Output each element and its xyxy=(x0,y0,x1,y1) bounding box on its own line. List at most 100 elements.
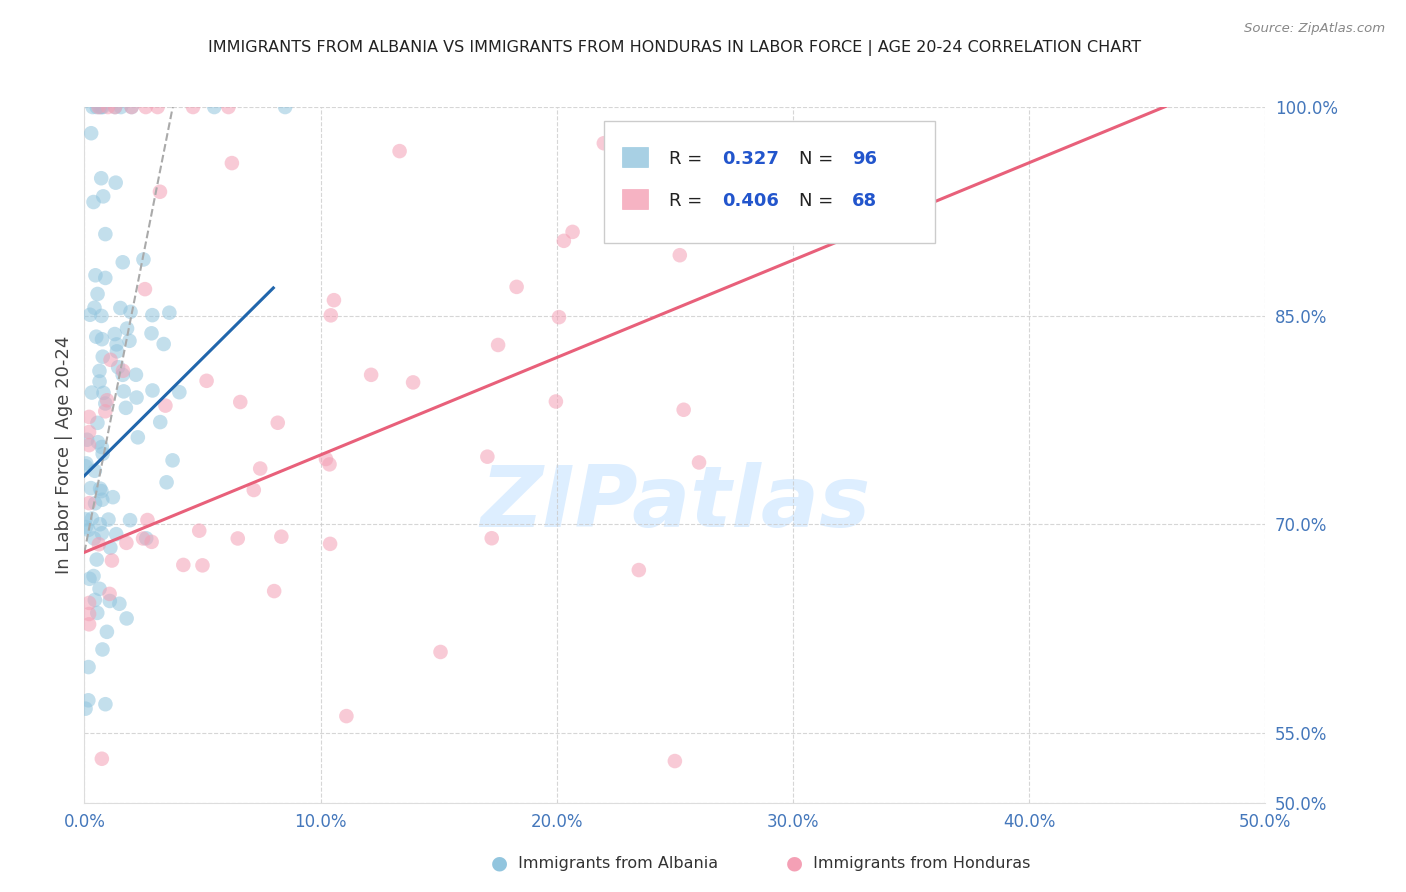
Text: Immigrants from Honduras: Immigrants from Honduras xyxy=(808,856,1031,871)
Immigrants from Albania xyxy=(115,611,138,625)
Immigrants from Honduras xyxy=(135,100,157,114)
Immigrants from Albania xyxy=(110,100,132,114)
Immigrants from Honduras xyxy=(96,393,118,408)
Immigrants from Albania xyxy=(107,360,129,375)
Immigrants from Albania xyxy=(80,385,103,400)
Text: Source: ZipAtlas.com: Source: ZipAtlas.com xyxy=(1244,22,1385,36)
Immigrants from Honduras xyxy=(111,364,134,378)
Immigrants from Honduras xyxy=(77,607,100,621)
Immigrants from Albania xyxy=(75,520,97,534)
Immigrants from Albania xyxy=(89,375,111,389)
Immigrants from Albania xyxy=(98,594,121,608)
Immigrants from Albania xyxy=(83,569,105,583)
Immigrants from Albania xyxy=(89,517,111,532)
Immigrants from Honduras xyxy=(87,537,110,551)
Immigrants from Honduras xyxy=(77,438,100,452)
Immigrants from Albania xyxy=(90,484,112,499)
Immigrants from Albania xyxy=(104,176,127,190)
Immigrants from Albania xyxy=(118,334,141,348)
Immigrants from Honduras xyxy=(202,830,225,845)
Immigrants from Honduras xyxy=(134,282,156,296)
Immigrants from Honduras xyxy=(592,136,614,151)
Text: ●: ● xyxy=(491,854,508,873)
Text: 68: 68 xyxy=(852,192,877,210)
Immigrants from Albania xyxy=(132,252,155,267)
Immigrants from Albania xyxy=(91,350,114,364)
Immigrants from Albania xyxy=(94,697,117,711)
Text: R =: R = xyxy=(669,150,709,169)
Immigrants from Albania xyxy=(83,301,105,315)
Immigrants from Albania xyxy=(91,332,114,346)
Immigrants from Honduras xyxy=(263,584,285,599)
Immigrants from Albania xyxy=(91,447,114,461)
Immigrants from Honduras xyxy=(229,395,252,409)
Text: 0.327: 0.327 xyxy=(723,150,779,169)
Immigrants from Honduras xyxy=(486,338,509,352)
Immigrants from Honduras xyxy=(477,450,499,464)
Immigrants from Albania xyxy=(127,430,149,444)
Immigrants from Albania xyxy=(80,126,103,140)
Immigrants from Albania xyxy=(105,337,128,351)
Immigrants from Albania xyxy=(97,512,120,526)
Immigrants from Albania xyxy=(75,459,97,474)
Immigrants from Albania xyxy=(104,327,127,342)
Immigrants from Honduras xyxy=(323,293,346,308)
Immigrants from Honduras xyxy=(100,352,122,367)
Immigrants from Honduras xyxy=(141,534,163,549)
Immigrants from Honduras xyxy=(77,425,100,439)
Immigrants from Albania xyxy=(94,396,117,410)
Immigrants from Honduras xyxy=(318,458,340,472)
Immigrants from Albania xyxy=(120,305,142,319)
Text: IMMIGRANTS FROM ALBANIA VS IMMIGRANTS FROM HONDURAS IN LABOR FORCE | AGE 20-24 C: IMMIGRANTS FROM ALBANIA VS IMMIGRANTS FR… xyxy=(208,40,1142,56)
Immigrants from Albania xyxy=(80,511,103,525)
Immigrants from Albania xyxy=(141,384,163,398)
Immigrants from Albania xyxy=(141,326,163,341)
Text: 96: 96 xyxy=(852,150,877,169)
Immigrants from Honduras xyxy=(98,587,121,601)
Immigrants from Albania xyxy=(82,100,104,114)
Immigrants from Albania xyxy=(86,606,108,620)
Immigrants from Albania xyxy=(110,301,132,315)
Immigrants from Honduras xyxy=(172,558,194,572)
Immigrants from Albania xyxy=(100,541,122,555)
Immigrants from Honduras xyxy=(360,368,382,382)
Immigrants from Honduras xyxy=(548,310,571,325)
Immigrants from Albania xyxy=(141,308,163,322)
Text: ZIPatlas: ZIPatlas xyxy=(479,462,870,545)
Immigrants from Honduras xyxy=(115,536,138,550)
Immigrants from Albania xyxy=(86,416,108,430)
Immigrants from Albania xyxy=(105,344,128,359)
Immigrants from Honduras xyxy=(90,752,112,766)
Immigrants from Albania xyxy=(202,100,225,114)
Immigrants from Albania xyxy=(274,100,297,114)
Immigrants from Albania xyxy=(108,597,131,611)
Immigrants from Honduras xyxy=(104,100,127,114)
Immigrants from Albania xyxy=(83,593,105,607)
Immigrants from Albania xyxy=(157,306,180,320)
Immigrants from Albania xyxy=(75,512,97,526)
Immigrants from Albania xyxy=(169,385,191,400)
Immigrants from Honduras xyxy=(668,248,690,262)
Text: R =: R = xyxy=(669,192,709,210)
Immigrants from Honduras xyxy=(132,532,155,546)
Immigrants from Albania xyxy=(90,100,112,114)
Immigrants from Albania xyxy=(86,287,108,301)
Immigrants from Albania xyxy=(121,100,143,114)
Immigrants from Albania xyxy=(83,532,105,546)
Immigrants from Albania xyxy=(125,368,148,382)
Immigrants from Albania xyxy=(87,435,110,450)
Immigrants from Albania xyxy=(91,189,114,203)
Immigrants from Honduras xyxy=(121,100,143,114)
Immigrants from Albania xyxy=(79,308,101,322)
Y-axis label: In Labor Force | Age 20-24: In Labor Force | Age 20-24 xyxy=(55,335,73,574)
Immigrants from Honduras xyxy=(188,524,211,538)
Immigrants from Albania xyxy=(149,415,172,429)
Immigrants from Albania xyxy=(90,171,112,186)
FancyBboxPatch shape xyxy=(621,147,648,167)
FancyBboxPatch shape xyxy=(605,121,935,243)
Immigrants from Honduras xyxy=(319,537,342,551)
Immigrants from Honduras xyxy=(249,461,271,475)
Immigrants from Albania xyxy=(111,368,134,382)
Immigrants from Albania xyxy=(86,552,108,566)
Immigrants from Albania xyxy=(80,481,103,495)
